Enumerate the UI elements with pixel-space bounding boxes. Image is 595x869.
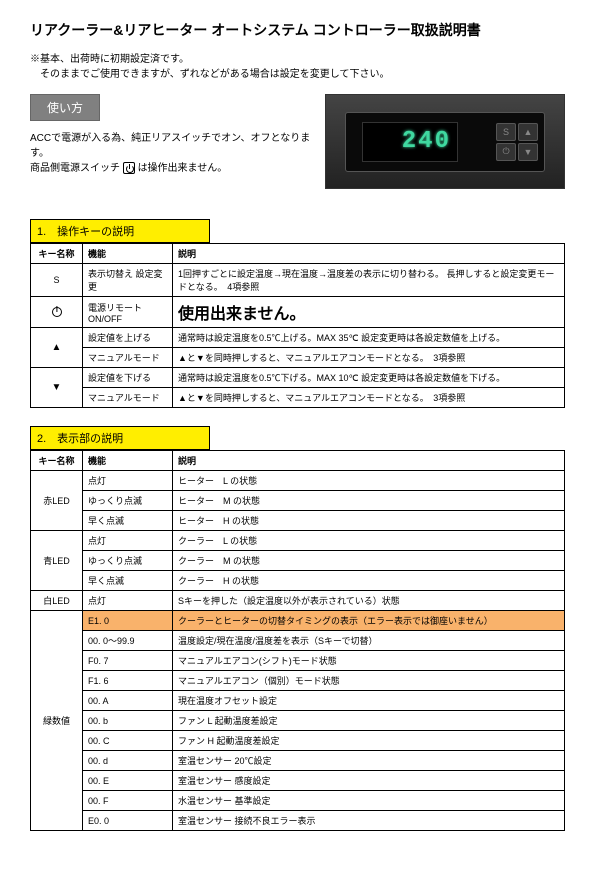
t2-r1b-desc: ヒーター M の状態 bbox=[173, 491, 565, 511]
t2-r4g-func: 00. C bbox=[83, 731, 173, 751]
t2-r2c-func: 早く点滅 bbox=[83, 571, 173, 591]
t2-r4f-desc: ファン L 起動温度差設定 bbox=[173, 711, 565, 731]
t2-r4e-desc: 現在温度オフセット設定 bbox=[173, 691, 565, 711]
t1-r3b-func: マニュアルモード bbox=[83, 348, 173, 368]
t2-r1-key: 赤LED bbox=[31, 471, 83, 531]
display-value: 240 bbox=[402, 128, 451, 155]
t2-r1a-desc: ヒーター L の状態 bbox=[173, 471, 565, 491]
t2-r4h-desc: 室温センサー 20℃設定 bbox=[173, 751, 565, 771]
t2-hdr-key: キー名称 bbox=[31, 451, 83, 471]
t2-r4a-desc: クーラーとヒーターの切替タイミングの表示（エラー表示では御座いません） bbox=[173, 611, 565, 631]
usage-line-2a: 商品側電源スイッチ bbox=[30, 163, 120, 174]
device-down-button[interactable]: ▼ bbox=[518, 143, 538, 161]
t1-hdr-func: 機能 bbox=[83, 244, 173, 264]
t2-r4d-desc: マニュアルエアコン（個別）モード状態 bbox=[173, 671, 565, 691]
t1-r4b-desc: ▲と▼を同時押しすると、マニュアルエアコンモードとなる。 3項参照 bbox=[173, 388, 565, 408]
t2-r4h-func: 00. d bbox=[83, 751, 173, 771]
t1-r2-func: 電源リモート ON/OFF bbox=[83, 297, 173, 328]
usage-line-1: ACCで電源が入る為、純正リアスイッチでオン、オフとなります。 bbox=[30, 133, 310, 159]
t2-r2b-desc: クーラー M の状態 bbox=[173, 551, 565, 571]
usage-text: ACCで電源が入る為、純正リアスイッチでオン、オフとなります。 商品側電源スイッ… bbox=[30, 131, 313, 176]
section-2-header: 2. 表示部の説明 bbox=[30, 426, 210, 450]
t2-r4b-func: 00. 0～99.9 bbox=[83, 631, 173, 651]
t1-r1-desc: 1回押すごとに設定温度→現在温度→温度差の表示に切り替わる。 長押しすると設定変… bbox=[173, 264, 565, 297]
t2-r2c-desc: クーラー H の状態 bbox=[173, 571, 565, 591]
t2-hdr-desc: 説明 bbox=[173, 451, 565, 471]
t1-hdr-desc: 説明 bbox=[173, 244, 565, 264]
device-panel: 240 S ⏻ ▲ ▼ bbox=[345, 112, 545, 172]
device-photo: 240 S ⏻ ▲ ▼ bbox=[325, 94, 565, 189]
t2-r4a-func: E1. 0 bbox=[83, 611, 173, 631]
usage-heading: 使い方 bbox=[30, 94, 100, 121]
t2-r1c-desc: ヒーター H の状態 bbox=[173, 511, 565, 531]
t2-r2a-func: 点灯 bbox=[83, 531, 173, 551]
t2-r4i-func: 00. E bbox=[83, 771, 173, 791]
t1-r4a-desc: 通常時は設定温度を0.5℃下げる。MAX 10℃ 設定変更時は各設定数値を下げる… bbox=[173, 368, 565, 388]
page-title: リアクーラー&リアヒーター オートシステム コントローラー取扱説明書 bbox=[30, 20, 565, 40]
t2-r3-func: 点灯 bbox=[83, 591, 173, 611]
t2-r1a-func: 点灯 bbox=[83, 471, 173, 491]
t1-r3a-desc: 通常時は設定温度を0.5℃上げる。MAX 35℃ 設定変更時は各設定数値を上げる… bbox=[173, 328, 565, 348]
t2-r2a-desc: クーラー L の状態 bbox=[173, 531, 565, 551]
t2-hdr-func: 機能 bbox=[83, 451, 173, 471]
note-line-2: そのままでご使用できますが、ずれなどがある場合は設定を変更して下さい。 bbox=[40, 69, 390, 80]
t2-r4k-func: E0. 0 bbox=[83, 811, 173, 831]
t2-r4j-func: 00. F bbox=[83, 791, 173, 811]
note-line-1: ※基本、出荷時に初期設定済です。 bbox=[30, 54, 189, 65]
section-1-header: 1. 操作キーの説明 bbox=[30, 219, 210, 243]
t1-r4a-func: 設定値を下げる bbox=[83, 368, 173, 388]
t1-r3a-func: 設定値を上げる bbox=[83, 328, 173, 348]
t2-r4-key: 緑数値 bbox=[31, 611, 83, 831]
device-up-button[interactable]: ▲ bbox=[518, 123, 538, 141]
device-power-button[interactable]: ⏻ bbox=[496, 143, 516, 161]
usage-line-2b: は操作出来ません。 bbox=[138, 163, 228, 174]
t2-r4b-desc: 温度設定/現在温度/温度差を表示（Sキーで切替） bbox=[173, 631, 565, 651]
t2-r4j-desc: 水温センサー 基準設定 bbox=[173, 791, 565, 811]
t1-r3b-desc: ▲と▼を同時押しすると、マニュアルエアコンモードとなる。 3項参照 bbox=[173, 348, 565, 368]
t2-r1b-func: ゆっくり点滅 bbox=[83, 491, 173, 511]
t1-r4-key: ▼ bbox=[31, 368, 83, 408]
t2-r4i-desc: 室温センサー 感度設定 bbox=[173, 771, 565, 791]
power-icon bbox=[123, 162, 135, 174]
t1-hdr-key: キー名称 bbox=[31, 244, 83, 264]
t1-r3-key: ▲ bbox=[31, 328, 83, 368]
t2-r4e-func: 00. A bbox=[83, 691, 173, 711]
note-block: ※基本、出荷時に初期設定済です。 そのままでご使用できますが、ずれなどがある場合… bbox=[30, 52, 565, 82]
t1-r1-key: S bbox=[31, 264, 83, 297]
table-1: キー名称 機能 説明 S 表示切替え 設定変更 1回押すごとに設定温度→現在温度… bbox=[30, 243, 565, 408]
t2-r4f-func: 00. b bbox=[83, 711, 173, 731]
t2-r3-desc: Sキーを押した（設定温度以外が表示されている）状態 bbox=[173, 591, 565, 611]
t2-r2b-func: ゆっくり点滅 bbox=[83, 551, 173, 571]
power-symbol-icon bbox=[52, 307, 62, 317]
t2-r4c-func: F0. 7 bbox=[83, 651, 173, 671]
t1-r1-func: 表示切替え 設定変更 bbox=[83, 264, 173, 297]
t1-r2-key bbox=[31, 297, 83, 328]
display-screen: 240 bbox=[362, 122, 458, 162]
t1-r4b-func: マニュアルモード bbox=[83, 388, 173, 408]
t2-r1c-func: 早く点滅 bbox=[83, 511, 173, 531]
t2-r4g-desc: ファン H 起動温度差設定 bbox=[173, 731, 565, 751]
t2-r3-key: 白LED bbox=[31, 591, 83, 611]
t2-r4k-desc: 室温センサー 接続不良エラー表示 bbox=[173, 811, 565, 831]
device-s-button[interactable]: S bbox=[496, 123, 516, 141]
t2-r2-key: 青LED bbox=[31, 531, 83, 591]
t1-r2-desc: 使用出来ません。 bbox=[173, 297, 565, 328]
t2-r4d-func: F1. 6 bbox=[83, 671, 173, 691]
table-2: キー名称 機能 説明 赤LED 点灯 ヒーター L の状態 ゆっくり点滅ヒーター… bbox=[30, 450, 565, 831]
t2-r4c-desc: マニュアルエアコン(シフト)モード状態 bbox=[173, 651, 565, 671]
